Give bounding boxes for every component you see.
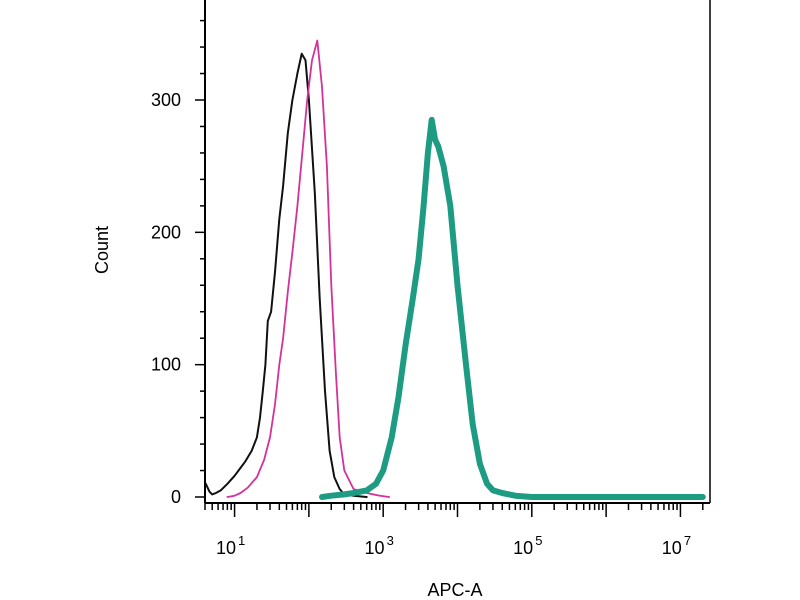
x-axis-ticks: 10 1 10 3 10 5 10 7 xyxy=(204,503,704,558)
y-tick-label: 300 xyxy=(151,90,181,110)
y-tick-label: 100 xyxy=(151,355,181,375)
histogram-line-green xyxy=(319,116,706,500)
plot-area xyxy=(205,0,710,503)
histogram-line-magenta xyxy=(226,39,391,498)
x-tick-label: 10 1 xyxy=(216,533,245,558)
x-tick-label: 10 3 xyxy=(365,533,394,558)
y-tick-label: 200 xyxy=(151,222,181,242)
x-tick-label: 10 7 xyxy=(662,533,691,558)
histogram-line-black xyxy=(204,52,368,498)
x-tick-label: 10 5 xyxy=(513,533,542,558)
series-layer xyxy=(204,39,706,500)
y-tick-label: 0 xyxy=(171,487,181,507)
x-axis-title: APC-A xyxy=(427,580,482,600)
y-axis-ticks: 0 100 200 300 xyxy=(151,19,205,507)
y-axis-title: Count xyxy=(92,226,112,274)
